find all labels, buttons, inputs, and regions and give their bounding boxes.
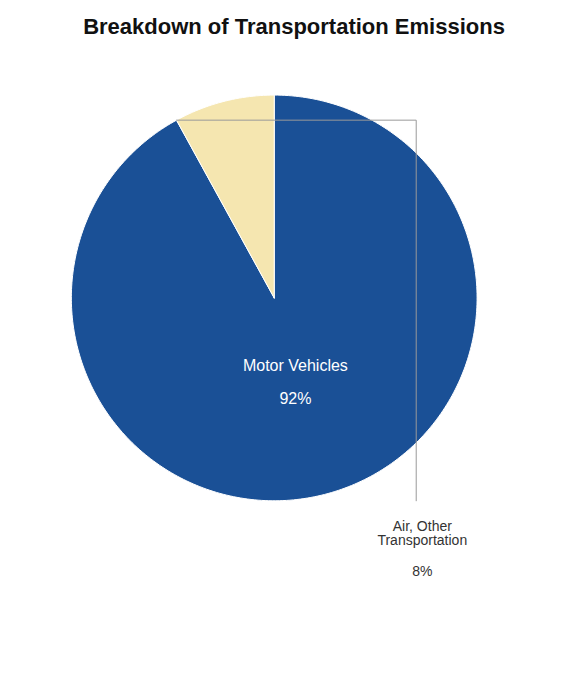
svg-text:8%: 8%	[412, 563, 432, 579]
html-text:Breakdown of Transportation Em: Breakdown of Transportation Emissions	[83, 14, 505, 39]
svg-text:92%: 92%	[279, 390, 311, 407]
svg-text:Air, OtherTransportation: Air, OtherTransportation	[377, 518, 467, 548]
svg-text:Motor Vehicles: Motor Vehicles	[243, 357, 348, 374]
